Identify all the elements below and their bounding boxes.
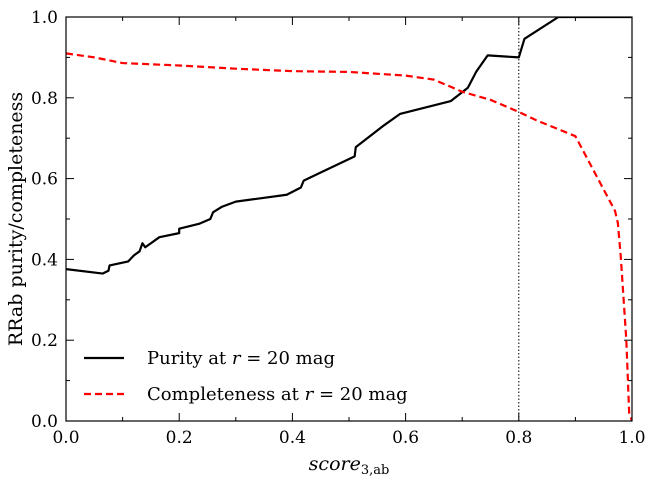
x-tick-label: 0.8 bbox=[505, 428, 532, 448]
y-axis-label: RRab purity/completeness bbox=[5, 92, 27, 346]
y-tick-label: 0.2 bbox=[31, 331, 58, 351]
series-layer bbox=[66, 17, 632, 421]
y-tick-label: 0.4 bbox=[31, 250, 58, 270]
legend: Purity at r = 20 mag Completeness at r =… bbox=[84, 348, 408, 405]
y-tick-label: 0.6 bbox=[31, 170, 58, 190]
x-tick-label: 0.6 bbox=[392, 428, 419, 448]
purity-line bbox=[66, 17, 632, 275]
plot-frame bbox=[65, 16, 633, 422]
plot-background bbox=[66, 17, 632, 421]
y-tick-label: 0.0 bbox=[31, 412, 58, 432]
legend-label-completeness: Completeness at r = 20 mag bbox=[147, 384, 408, 405]
legend-label-purity: Purity at r = 20 mag bbox=[147, 348, 335, 369]
x-axis-label: score3,ab bbox=[309, 453, 390, 478]
x-tick-label: 1.0 bbox=[618, 428, 645, 448]
completeness-line bbox=[66, 52, 632, 421]
x-tick-label: 0.4 bbox=[279, 428, 306, 448]
x-axis-label-subscript: 3,ab bbox=[361, 463, 389, 478]
x-axis-label-main: score bbox=[309, 453, 361, 475]
y-tick-label: 0.8 bbox=[31, 89, 58, 109]
x-tick-label: 0.0 bbox=[52, 428, 79, 448]
plot-area bbox=[66, 17, 632, 421]
y-tick-label: 1.0 bbox=[31, 8, 58, 28]
x-tick-label: 0.2 bbox=[166, 428, 193, 448]
